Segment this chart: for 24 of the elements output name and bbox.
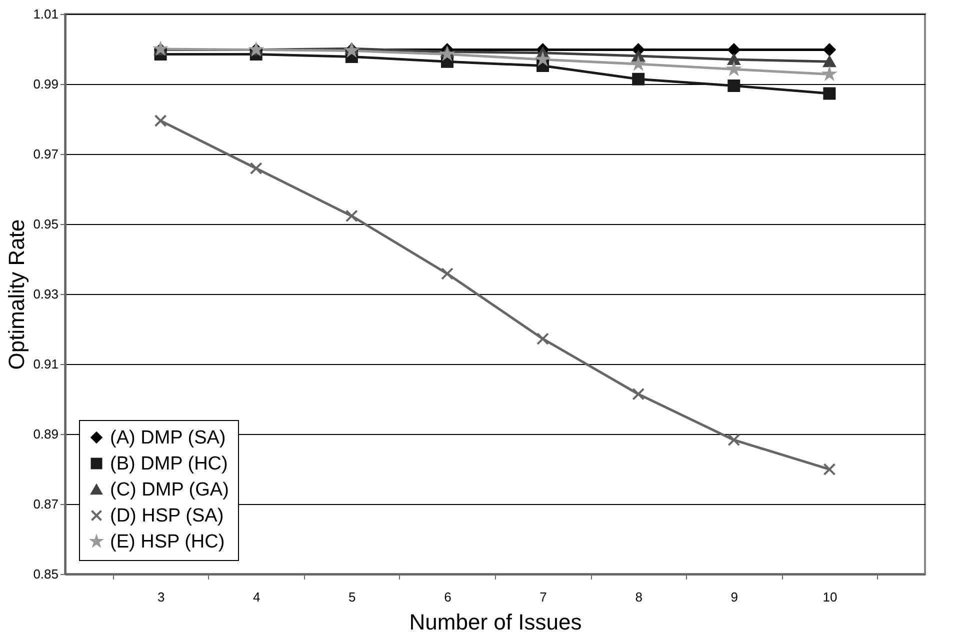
legend-label: (A) DMP (SA) [110, 428, 226, 448]
y-tick-label: 0.97 [33, 146, 58, 162]
y-tick-label: 0.87 [33, 496, 58, 512]
y-tick-label: 0.99 [33, 76, 58, 92]
legend-label: (D) HSP (SA) [110, 506, 224, 526]
x-tick-label: 5 [348, 590, 356, 604]
y-tick-label: 0.91 [33, 356, 58, 372]
y-tick-label: 0.93 [33, 286, 58, 302]
legend-label: (B) DMP (HC) [110, 454, 228, 474]
y-tick-label: 0.89 [33, 426, 58, 442]
y-tick-label: 0.95 [33, 216, 58, 232]
legend-label: (C) DMP (GA) [110, 480, 229, 500]
legend-label: (E) HSP (HC) [110, 532, 225, 552]
y-axis-title: Optimality Rate [4, 219, 30, 370]
y-tick-label: 1.01 [33, 6, 58, 22]
x-tick-label: 3 [157, 590, 165, 604]
x-tick-label: 9 [730, 590, 738, 604]
x-axis-title: Number of Issues [409, 610, 582, 634]
x-tick-label: 8 [635, 590, 642, 604]
x-tick-label: 4 [252, 590, 260, 604]
x-tick-label: 10 [822, 590, 838, 604]
y-tick-label: 0.85 [33, 566, 58, 582]
x-tick-label: 6 [444, 590, 452, 604]
x-tick-label: 7 [540, 590, 547, 604]
